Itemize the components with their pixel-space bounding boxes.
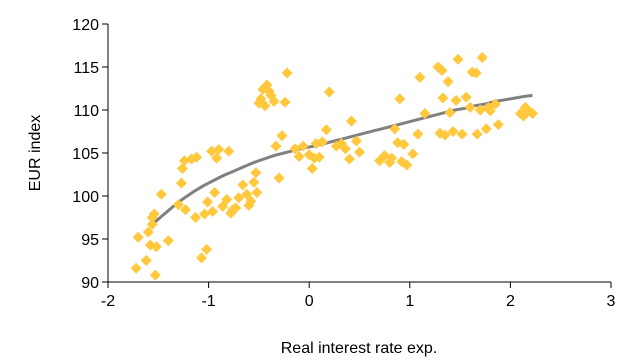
data-point bbox=[484, 105, 496, 117]
data-point bbox=[191, 151, 203, 163]
data-point bbox=[345, 115, 357, 127]
data-point bbox=[414, 71, 426, 83]
data-point bbox=[245, 195, 257, 207]
data-point bbox=[190, 212, 202, 223]
data-point bbox=[251, 187, 263, 199]
data-point bbox=[196, 252, 208, 264]
x-tick-label: 3 bbox=[607, 293, 616, 310]
data-point bbox=[419, 107, 431, 119]
data-point bbox=[476, 52, 488, 64]
data-point bbox=[442, 76, 454, 88]
data-point bbox=[172, 199, 184, 211]
points-layer bbox=[130, 52, 539, 281]
data-point bbox=[259, 100, 271, 112]
y-tick-label: 120 bbox=[72, 17, 99, 34]
x-tick-label: 0 bbox=[305, 293, 314, 310]
data-point bbox=[268, 95, 280, 107]
data-point bbox=[230, 202, 242, 214]
data-point bbox=[132, 231, 144, 243]
y-tick-label: 100 bbox=[72, 189, 99, 206]
data-point bbox=[450, 95, 462, 107]
data-point bbox=[386, 152, 398, 164]
data-point bbox=[354, 146, 365, 158]
y-tick-label: 90 bbox=[81, 275, 99, 292]
y-tick-label: 95 bbox=[81, 232, 99, 249]
data-point bbox=[489, 98, 501, 110]
data-point bbox=[279, 96, 291, 108]
data-point bbox=[389, 123, 401, 135]
data-point bbox=[223, 145, 235, 157]
data-point bbox=[407, 148, 419, 160]
x-axis-title: Real interest rate exp. bbox=[281, 340, 438, 357]
data-point bbox=[316, 136, 328, 148]
data-point bbox=[250, 167, 262, 179]
data-point bbox=[276, 130, 288, 142]
data-point bbox=[456, 128, 468, 140]
data-point bbox=[233, 192, 245, 204]
data-point bbox=[320, 124, 332, 136]
data-point bbox=[209, 187, 221, 199]
data-point bbox=[350, 135, 362, 147]
data-point bbox=[452, 53, 464, 65]
x-tick-label: -2 bbox=[101, 293, 115, 310]
data-point bbox=[439, 129, 451, 141]
data-point bbox=[297, 140, 309, 152]
y-tick-label: 105 bbox=[72, 146, 99, 163]
data-point bbox=[492, 119, 504, 131]
data-point bbox=[148, 208, 160, 220]
x-tick-label: -1 bbox=[201, 293, 215, 310]
data-point bbox=[213, 144, 225, 156]
data-point bbox=[150, 241, 162, 253]
data-point bbox=[306, 162, 318, 174]
x-tick-label: 1 bbox=[405, 293, 414, 310]
data-point bbox=[293, 150, 305, 162]
data-point bbox=[527, 107, 539, 119]
data-point bbox=[323, 86, 335, 98]
data-point bbox=[211, 152, 223, 164]
data-point bbox=[142, 226, 154, 238]
data-point bbox=[201, 243, 213, 255]
data-point bbox=[437, 92, 449, 104]
y-axis-title: EUR index bbox=[27, 115, 44, 191]
data-point bbox=[270, 140, 282, 152]
data-point bbox=[202, 196, 214, 208]
y-tick-label: 110 bbox=[73, 103, 99, 120]
data-point bbox=[155, 188, 167, 200]
data-point bbox=[207, 205, 219, 217]
data-point bbox=[343, 153, 355, 165]
data-point bbox=[221, 193, 233, 205]
data-point bbox=[339, 143, 351, 155]
data-point bbox=[444, 107, 456, 119]
data-point bbox=[248, 176, 260, 188]
data-point bbox=[471, 128, 483, 140]
y-tick-label: 115 bbox=[73, 60, 99, 77]
data-point bbox=[447, 126, 459, 137]
data-point bbox=[398, 138, 410, 150]
data-point bbox=[162, 235, 174, 247]
data-point bbox=[149, 269, 161, 281]
data-point bbox=[176, 162, 188, 174]
data-point bbox=[237, 179, 249, 191]
data-point bbox=[401, 159, 413, 171]
data-point bbox=[460, 91, 472, 103]
data-point bbox=[130, 262, 142, 274]
tick-labels: 90 95 100 105 110 115 120 -2 -1 0 1 2 3 bbox=[72, 17, 615, 310]
data-point bbox=[436, 64, 448, 76]
data-point bbox=[273, 172, 285, 184]
data-point bbox=[179, 204, 191, 216]
data-point bbox=[281, 67, 293, 79]
data-point bbox=[480, 123, 492, 135]
data-point bbox=[140, 255, 152, 266]
data-point bbox=[146, 218, 158, 230]
data-point bbox=[175, 177, 187, 189]
axes bbox=[102, 23, 612, 288]
data-point bbox=[394, 93, 406, 105]
x-tick-label: 2 bbox=[506, 293, 515, 310]
data-point bbox=[313, 151, 325, 163]
data-point bbox=[412, 128, 424, 140]
data-point bbox=[470, 67, 482, 79]
data-point bbox=[464, 101, 476, 113]
